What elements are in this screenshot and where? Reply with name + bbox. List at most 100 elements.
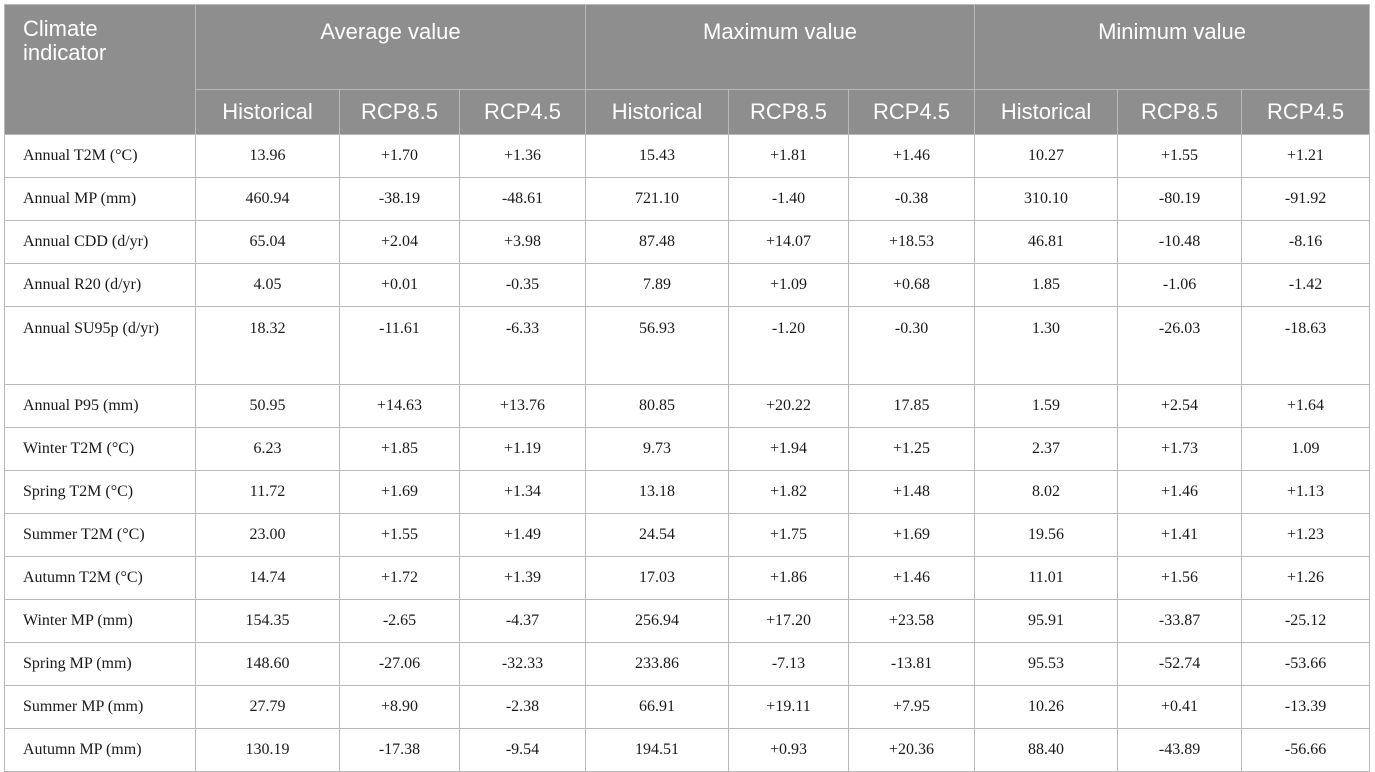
table-cell: +1.26 xyxy=(1241,556,1371,600)
table-cell: +1.39 xyxy=(458,556,587,600)
table-cell: -2.38 xyxy=(458,685,587,729)
group-header-minimum: Minimum value xyxy=(974,4,1371,90)
row-label: Spring T2M (°C) xyxy=(4,470,196,514)
table-row: Autumn MP (mm) 130.19 -17.38 -9.54 194.51 +0.… xyxy=(4,728,1371,772)
table-cell: +1.13 xyxy=(1241,470,1371,514)
table-cell: +1.49 xyxy=(458,513,587,557)
table-cell: 65.04 xyxy=(195,220,340,264)
table-cell: 9.73 xyxy=(585,427,730,471)
table-cell: 1.85 xyxy=(974,263,1119,307)
table-cell: +1.19 xyxy=(458,427,587,471)
table-cell: -80.19 xyxy=(1117,177,1243,221)
table-cell: 17.03 xyxy=(585,556,730,600)
table-cell: 23.00 xyxy=(195,513,340,557)
table-cell: 88.40 xyxy=(974,728,1119,772)
table-cell: -32.33 xyxy=(458,642,587,686)
subheader-historical: Historical xyxy=(974,89,1119,135)
table-cell: -1.20 xyxy=(728,306,850,385)
table-cell: 24.54 xyxy=(585,513,730,557)
table-cell: 2.37 xyxy=(974,427,1119,471)
table-cell: +1.25 xyxy=(848,427,976,471)
table-cell: +1.41 xyxy=(1117,513,1243,557)
table-cell: -91.92 xyxy=(1241,177,1371,221)
table-cell: +1.55 xyxy=(339,513,460,557)
table-cell: 17.85 xyxy=(848,384,976,428)
table-cell: -0.35 xyxy=(458,263,587,307)
table-cell: 8.02 xyxy=(974,470,1119,514)
table-cell: +0.41 xyxy=(1117,685,1243,729)
table-cell: 14.74 xyxy=(195,556,340,600)
table-cell: -4.37 xyxy=(458,599,587,643)
row-label: Spring MP (mm) xyxy=(4,642,196,686)
group-header-maximum: Maximum value xyxy=(585,4,976,90)
table-cell: +1.21 xyxy=(1241,134,1371,178)
table-cell: 256.94 xyxy=(585,599,730,643)
row-label: Annual R20 (d/yr) xyxy=(4,263,196,307)
row-label: Winter T2M (°C) xyxy=(4,427,196,471)
table-cell: +20.22 xyxy=(728,384,850,428)
table-cell: 66.91 xyxy=(585,685,730,729)
table-cell: 13.96 xyxy=(195,134,340,178)
table-cell: +7.95 xyxy=(848,685,976,729)
table-cell: +1.46 xyxy=(848,134,976,178)
table-cell: +0.68 xyxy=(848,263,976,307)
table-cell: +14.63 xyxy=(339,384,460,428)
table-cell: 7.89 xyxy=(585,263,730,307)
row-label: Summer MP (mm) xyxy=(4,685,196,729)
table-row: Annual P95 (mm) 50.95 +14.63 +13.76 80.85 +20… xyxy=(4,384,1371,428)
table-cell: +1.70 xyxy=(339,134,460,178)
table-cell: +0.01 xyxy=(339,263,460,307)
table-cell: 10.27 xyxy=(974,134,1119,178)
table-cell: +1.72 xyxy=(339,556,460,600)
table-cell: +8.90 xyxy=(339,685,460,729)
group-header-average: Average value xyxy=(194,4,587,90)
table-cell: -0.38 xyxy=(848,177,976,221)
table-cell: 310.10 xyxy=(974,177,1119,221)
table-cell: +0.93 xyxy=(728,728,850,772)
row-label: Annual P95 (mm) xyxy=(4,384,196,428)
table-row: Summer MP (mm) 27.79 +8.90 -2.38 66.91 +19.11… xyxy=(4,685,1371,729)
table-cell: -6.33 xyxy=(458,306,587,385)
table-cell: -13.81 xyxy=(848,642,976,686)
table-cell: -8.16 xyxy=(1241,220,1371,264)
table-cell: +1.56 xyxy=(1117,556,1243,600)
table-cell: +1.85 xyxy=(339,427,460,471)
table-cell: +18.53 xyxy=(848,220,976,264)
table-cell: +23.58 xyxy=(848,599,976,643)
table-cell: 15.43 xyxy=(585,134,730,178)
table-row: Winter MP (mm) 154.35 -2.65 -4.37 256.94 +17.… xyxy=(4,599,1371,643)
subheader-rcp45: RCP4.5 xyxy=(1241,89,1371,135)
table-row: Summer T2M (°C) 23.00 +1.55 +1.49 24.54 +1.75… xyxy=(4,513,1371,557)
table-cell: 1.59 xyxy=(974,384,1119,428)
table-cell: 27.79 xyxy=(195,685,340,729)
table-cell: +1.82 xyxy=(728,470,850,514)
table-cell: +1.46 xyxy=(1117,470,1243,514)
table-row: Autumn T2M (°C) 14.74 +1.72 +1.39 17.03 +1.86… xyxy=(4,556,1371,600)
table-row: Annual SU95p (d/yr) 18.32 -11.61 -6.33 56.93… xyxy=(4,306,1371,385)
table-cell: -9.54 xyxy=(458,728,587,772)
table-cell: 1.09 xyxy=(1241,427,1371,471)
table-cell: 4.05 xyxy=(195,263,340,307)
table-cell: +1.86 xyxy=(728,556,850,600)
table-row: Winter T2M (°C) 6.23 +1.85 +1.19 9.73 +1.94 +1… xyxy=(4,427,1371,471)
table-cell: +17.20 xyxy=(728,599,850,643)
row-label: Annual CDD (d/yr) xyxy=(4,220,196,264)
header-row-scenarios: Historical RCP8.5 RCP4.5 Historical RCP8… xyxy=(5,89,1371,135)
table-header: Climate indicator Average value Maximum … xyxy=(4,4,1371,135)
row-label: Annual SU95p (d/yr) xyxy=(4,306,196,385)
table-cell: 6.23 xyxy=(195,427,340,471)
table-cell: -25.12 xyxy=(1241,599,1371,643)
table-cell: -0.30 xyxy=(848,306,976,385)
table-cell: 194.51 xyxy=(585,728,730,772)
table-cell: -7.13 xyxy=(728,642,850,686)
table-cell: 95.53 xyxy=(974,642,1119,686)
table-row: Annual CDD (d/yr) 65.04 +2.04 +3.98 87.48 +14… xyxy=(4,220,1371,264)
subheader-historical: Historical xyxy=(585,89,730,135)
table-cell: 19.56 xyxy=(974,513,1119,557)
subheader-rcp85: RCP8.5 xyxy=(1117,89,1243,135)
row-label: Autumn T2M (°C) xyxy=(4,556,196,600)
table-cell: -18.63 xyxy=(1241,306,1371,385)
table-cell: 95.91 xyxy=(974,599,1119,643)
table-cell: 1.30 xyxy=(974,306,1119,385)
table-cell: -1.40 xyxy=(728,177,850,221)
